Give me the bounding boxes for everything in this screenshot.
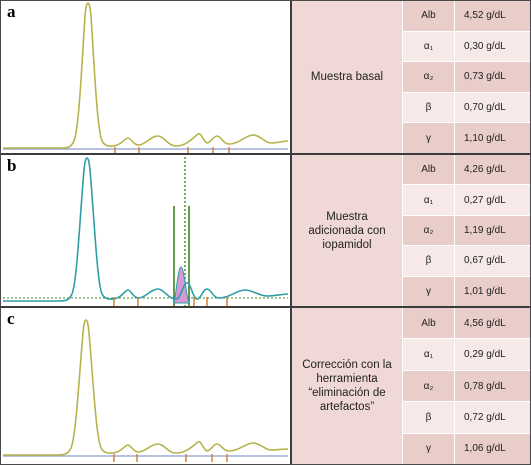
fraction-name: α₂ (403, 62, 455, 92)
electropherogram-c: c (1, 308, 292, 464)
electropherogram-a: a (1, 1, 292, 153)
sample-label-a: Muestra basal (292, 1, 403, 153)
fraction-value: 0,72 g/dL (464, 411, 506, 423)
artifact-peak (173, 266, 190, 304)
fraction-name: Alb (403, 155, 455, 185)
fraction-value: 4,56 g/dL (464, 317, 506, 329)
fraction-value: 4,52 g/dL (464, 10, 506, 22)
fraction-row: α₁ 0,27 g/dL (403, 185, 530, 216)
fraction-row: γ 1,01 g/dL (403, 276, 530, 307)
fraction-value: 1,19 g/dL (464, 225, 506, 237)
fraction-name: γ (403, 123, 455, 153)
trace-c (3, 319, 289, 456)
fraction-value: 0,70 g/dL (464, 102, 506, 114)
fraction-name: γ (403, 433, 455, 465)
fraction-row: α₁ 0,29 g/dL (403, 339, 530, 371)
fraction-row: α₂ 0,73 g/dL (403, 62, 530, 93)
fraction-row: β 0,70 g/dL (403, 92, 530, 124)
fractions-table-a: Alb 4,52 g/dL α₁ 0,30 g/dL α₂ 0,73 g/dL β 0,… (403, 1, 530, 153)
fraction-name: α₂ (403, 370, 455, 402)
fraction-ticks-a (114, 147, 230, 153)
fraction-name: α₁ (403, 185, 455, 215)
panel-letter-b: b (7, 156, 17, 175)
fraction-value: 0,78 g/dL (464, 380, 506, 392)
fraction-value: 1,06 g/dL (464, 443, 506, 455)
fraction-name: β (403, 246, 455, 276)
fraction-row: β 0,72 g/dL (403, 402, 530, 434)
fraction-ticks-b (113, 297, 228, 306)
panel-letter-c: c (7, 309, 15, 328)
electropherogram-b: b (1, 155, 292, 306)
fraction-name: α₁ (403, 31, 455, 62)
fraction-name: Alb (403, 1, 455, 31)
fraction-row: γ 1,10 g/dL (403, 123, 530, 153)
fraction-value: 0,30 g/dL (464, 40, 506, 52)
fraction-name: γ (403, 276, 455, 307)
fraction-row: α₂ 0,78 g/dL (403, 370, 530, 403)
fractions-table-b: Alb 4,26 g/dL α₁ 0,27 g/dL α₂ 1,19 g/dL β 0,… (403, 155, 530, 307)
trace-a (3, 2, 289, 149)
fraction-value: 0,73 g/dL (464, 71, 506, 83)
fraction-ticks-c (113, 454, 228, 462)
fraction-value: 0,27 g/dL (464, 194, 506, 206)
fraction-row: γ 1,06 g/dL (403, 433, 530, 465)
sample-label-c: Corrección con la herramienta “eliminaci… (292, 308, 403, 464)
fraction-name: β (403, 402, 455, 433)
electropherogram-b-svg (3, 157, 289, 306)
electropherogram-c-svg (3, 319, 289, 462)
trace-b (3, 157, 289, 302)
fraction-row: Alb 4,52 g/dL (403, 1, 530, 32)
fraction-value: 0,29 g/dL (464, 349, 506, 361)
fraction-row: Alb 4,26 g/dL (403, 155, 530, 186)
fraction-value: 0,67 g/dL (464, 255, 506, 267)
electropherogram-a-svg (3, 2, 289, 153)
fraction-row: Alb 4,56 g/dL (403, 308, 530, 340)
fraction-row: β 0,67 g/dL (403, 246, 530, 277)
panel-b: b Muestra adicionada con iopamidol Alb 4 (1, 155, 530, 308)
fraction-value: 1,10 g/dL (464, 132, 506, 144)
fraction-value: 1,01 g/dL (464, 285, 506, 297)
panel-letter-a: a (7, 2, 16, 21)
fraction-name: α₂ (403, 215, 455, 246)
panel-a: a Muestra basal Alb 4,52 g/dL α₁ 0,30 g/dL… (1, 1, 530, 155)
panel-c: c Corrección con la herramienta “elimina… (1, 308, 530, 465)
fraction-name: β (403, 92, 455, 123)
sample-label-b: Muestra adicionada con iopamidol (292, 155, 403, 306)
fraction-row: α₂ 1,19 g/dL (403, 215, 530, 247)
fraction-value: 4,26 g/dL (464, 164, 506, 176)
fraction-row: α₁ 0,30 g/dL (403, 31, 530, 63)
fraction-name: Alb (403, 308, 455, 339)
fraction-name: α₁ (403, 339, 455, 370)
fractions-table-c: Alb 4,56 g/dL α₁ 0,29 g/dL α₂ 0,78 g/dL β 0,… (403, 308, 530, 465)
